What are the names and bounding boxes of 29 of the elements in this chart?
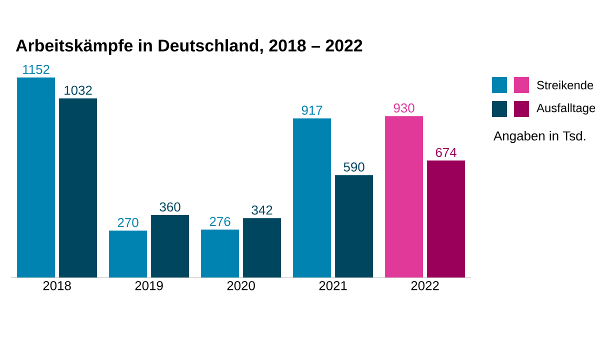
data-label: 360 [160, 202, 180, 212]
data-label: 1152 [23, 64, 50, 74]
data-label: 270 [118, 218, 138, 228]
bar [109, 230, 148, 278]
x-tick-label: 2021 [319, 281, 347, 290]
x-tick-label: 2018 [43, 281, 71, 290]
data-label: 917 [302, 106, 322, 115]
bar [427, 160, 466, 278]
data-label: 930 [394, 103, 414, 113]
data-label: 674 [436, 148, 456, 158]
bar [151, 215, 190, 278]
x-tick-label: 2020 [227, 281, 255, 290]
legend-label: Streikende [537, 80, 594, 90]
data-label: 590 [344, 162, 364, 172]
bar [59, 98, 98, 278]
x-tick-label: 2022 [411, 281, 439, 290]
chart-title: Arbeitskämpfe in Deutschland, 2018 – 2022 [16, 39, 362, 55]
data-label: 342 [252, 205, 272, 215]
bar [201, 230, 240, 278]
bar [385, 116, 424, 278]
text: Angaben in Tsd. [494, 130, 586, 144]
legend-label: Ausfalltage [536, 103, 596, 115]
data-label: 276 [210, 216, 230, 226]
x-tick-label: 2019 [135, 281, 163, 290]
bar [293, 118, 332, 278]
bar [243, 218, 282, 278]
bar [335, 175, 374, 278]
bar [17, 78, 56, 278]
data-label: 1032 [64, 86, 92, 95]
